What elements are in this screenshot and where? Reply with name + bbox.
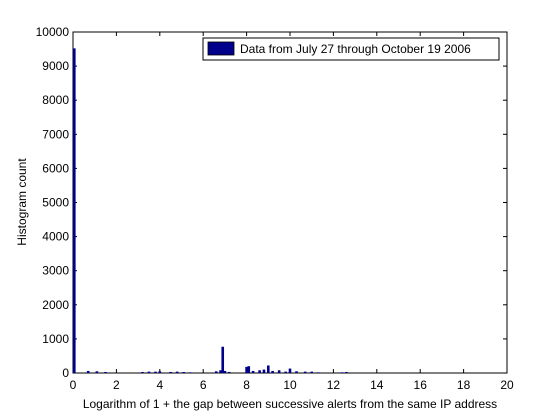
y-tick-label: 1000	[42, 332, 69, 346]
histogram-bar	[284, 371, 287, 373]
x-tick-label: 12	[327, 378, 341, 392]
x-tick-label: 10	[283, 378, 297, 392]
legend-box	[202, 37, 500, 61]
legend: Data from July 27 through October 19 200…	[202, 37, 500, 61]
histogram-bar	[95, 371, 99, 373]
y-tick-label: 5000	[42, 196, 69, 210]
histogram-bar	[340, 372, 344, 373]
axis-ticks: 0 2 4 6 8 10 12 14 16 18 20 0 1000 2000 3000 4000 5000 60…	[36, 25, 514, 392]
histogram-bar	[251, 370, 255, 373]
histogram-bar	[247, 366, 251, 373]
x-tick-label: 20	[500, 378, 514, 392]
histogram-bar	[262, 369, 266, 373]
legend-entry-label: Data from July 27 through October 19 200…	[240, 42, 471, 56]
histogram-bar	[303, 371, 307, 373]
bars-group	[73, 48, 348, 373]
y-tick-label: 9000	[42, 59, 69, 73]
histogram-bar	[104, 371, 107, 373]
histogram-bar	[158, 371, 162, 373]
x-axis-label: Logarithm of 1 + the gap between success…	[83, 397, 497, 411]
y-tick-label: 4000	[42, 230, 69, 244]
histogram-bar	[295, 371, 298, 373]
x-tick-label: 2	[113, 378, 120, 392]
x-tick-label: 16	[414, 378, 428, 392]
histogram-bar	[245, 366, 248, 373]
y-tick-label: 6000	[42, 161, 69, 175]
x-tick-label: 0	[70, 378, 77, 392]
histogram-bar	[169, 371, 172, 373]
y-tick-label: 8000	[42, 93, 69, 107]
histogram-bar	[267, 365, 270, 373]
x-tick-label: 14	[370, 378, 384, 392]
histogram-bar	[227, 371, 231, 373]
histogram-bar	[73, 48, 76, 373]
histogram-bar	[310, 371, 313, 373]
x-tick-label: 6	[200, 378, 207, 392]
histogram-bar	[221, 346, 225, 373]
y-tick-label: 3000	[42, 264, 69, 278]
y-tick-label: 0	[62, 366, 69, 380]
histogram-bar	[316, 372, 320, 373]
histogram-bar	[175, 371, 179, 373]
histogram-bar	[86, 370, 90, 373]
y-tick-label: 10000	[36, 25, 70, 39]
histogram-bar	[182, 371, 185, 373]
y-tick-label: 7000	[42, 127, 69, 141]
legend-swatch	[207, 41, 235, 56]
histogram-bar	[288, 368, 292, 373]
y-axis-label: Histogram count	[15, 158, 29, 246]
histogram-bar	[277, 370, 281, 373]
histogram-bar	[258, 370, 261, 373]
histogram-bar	[154, 371, 157, 373]
x-tick-label: 18	[457, 378, 471, 392]
histogram-bar	[214, 371, 218, 373]
plot-area	[72, 31, 508, 374]
x-tick-label: 8	[243, 378, 250, 392]
histogram-bar	[219, 370, 222, 373]
histogram-bar	[271, 370, 274, 373]
histogram-bar	[147, 371, 151, 373]
histogram-bar	[345, 371, 348, 373]
histogram-bar	[141, 371, 144, 373]
histogram-bar	[223, 370, 227, 373]
x-tick-label: 4	[156, 378, 163, 392]
y-tick-label: 2000	[42, 298, 69, 312]
histogram-bar	[188, 372, 192, 373]
